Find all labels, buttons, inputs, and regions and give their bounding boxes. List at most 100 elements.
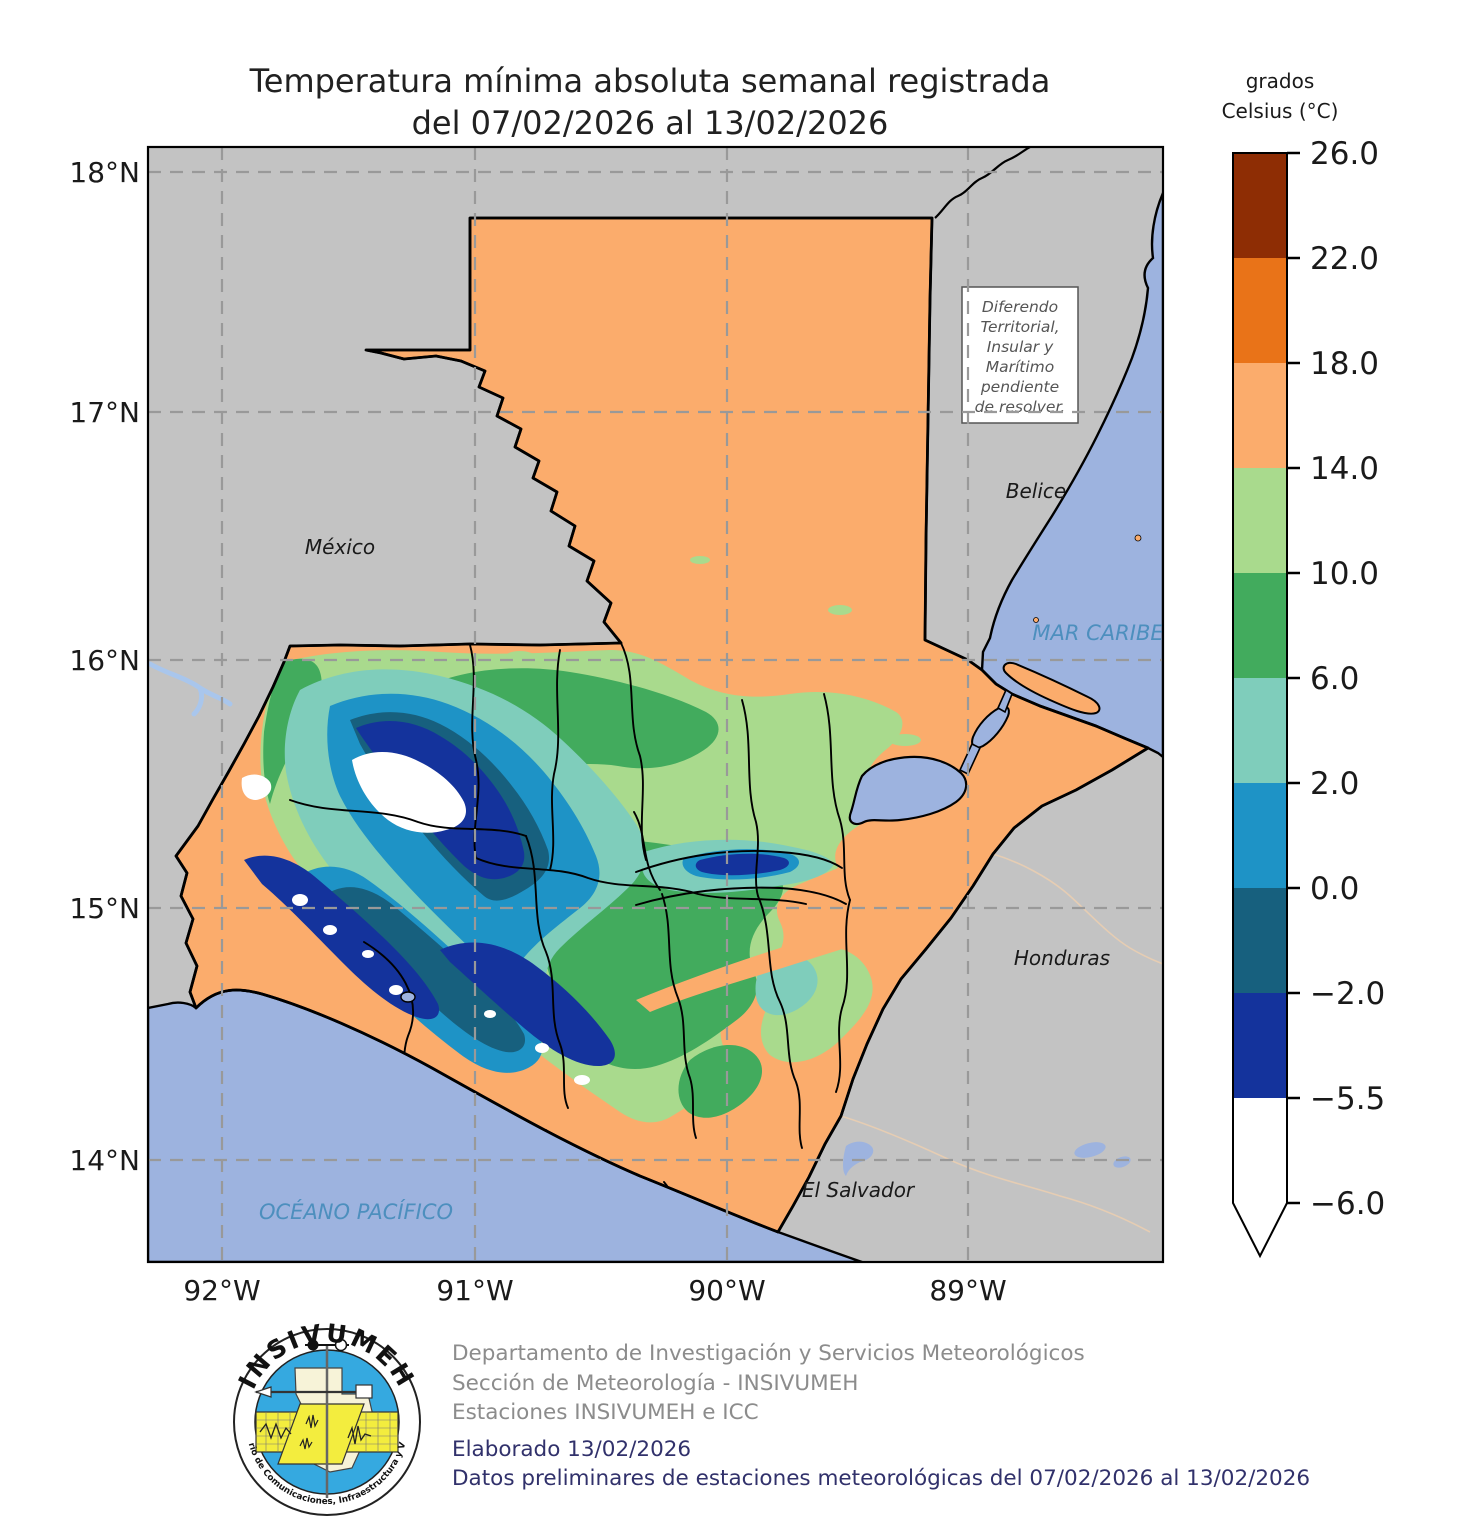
terrain-navy-central-volcanoes <box>440 942 615 1066</box>
terrain-white-speck-6 <box>484 1010 496 1018</box>
terrain-green-southeast-tongue <box>678 1045 763 1118</box>
label-oceano-pacifico: OCÉANO PACÍFICO <box>259 1199 453 1224</box>
map-frame <box>146 145 1165 1264</box>
colorbar-outline <box>1232 152 1288 1259</box>
manabique-peninsula <box>1002 661 1101 715</box>
colorbar-seg-14-18 <box>1233 363 1287 468</box>
terrain-lightgreen-speck-2 <box>690 556 710 564</box>
dispute-line-4: Marítimo <box>986 358 1055 376</box>
ytick-16n: 16°N <box>69 644 140 677</box>
dispute-line-1: Diferendo <box>982 298 1058 316</box>
el-salvador-honduras-faint-border <box>840 1115 1151 1233</box>
colorbar-seg-m6-m55 <box>1233 1098 1287 1203</box>
terrain-white-patch-west <box>241 774 272 800</box>
cbtick-14: 14.0 <box>1310 451 1379 487</box>
ytick-17n: 17°N <box>69 396 140 429</box>
xtick-91w: 91°W <box>436 1274 513 1307</box>
terrain-lightgreen-speck-4 <box>889 734 921 746</box>
honduras-faint-border <box>992 853 1163 965</box>
label-mar-caribe: MAR CARIBE <box>1032 621 1164 645</box>
dispute-line-2: Territorial, <box>980 318 1059 336</box>
cbtick-10: 10.0 <box>1310 556 1379 592</box>
islet-1 <box>1134 534 1142 542</box>
terrain-navy-minas-streak <box>695 853 789 876</box>
lake-atitlan <box>400 991 416 1003</box>
cbtick-m55: −5.5 <box>1310 1081 1385 1117</box>
ytick-14n: 14°N <box>69 1144 140 1177</box>
ytick-18n: 18°N <box>69 156 140 189</box>
colorbar-seg-m2-0 <box>1233 888 1287 993</box>
cbtick-2: 2.0 <box>1310 766 1359 802</box>
dispute-line-3: Insular y <box>987 338 1054 356</box>
figure-title-line2: del 07/02/2026 al 13/02/2026 <box>412 104 889 142</box>
xtick-89w: 89°W <box>929 1274 1006 1307</box>
terrain-white-speck-1 <box>395 786 413 798</box>
temperature-raster <box>195 556 921 1232</box>
dispute-line-5: pendiente <box>980 378 1059 396</box>
colorbar-seg-6-10 <box>1233 573 1287 678</box>
logo-seismogram-center-1 <box>305 1414 319 1429</box>
cbtick-26: 26.0 <box>1310 136 1379 172</box>
colorbar-seg-2-6 <box>1233 678 1287 783</box>
cbtick-22: 22.0 <box>1310 241 1379 277</box>
footer-datos-preliminares: Datos preliminares de estaciones meteoro… <box>452 1466 1310 1491</box>
colorbar-extend-arrow <box>1233 1203 1287 1256</box>
xtick-90w: 90°W <box>688 1274 765 1307</box>
label-mexico: México <box>305 535 375 559</box>
logo-seismogram-left <box>259 1422 292 1440</box>
mexico-belize-border <box>934 147 1031 219</box>
colorbar-seg-0-2 <box>1233 783 1287 888</box>
terrain-white-speck-4 <box>362 950 374 958</box>
logo-anemometer-cup-right <box>334 1338 348 1352</box>
caribbean-sea <box>980 192 1163 759</box>
colorbar-tick-marks <box>1287 151 1300 1205</box>
logo-band-skew <box>277 1403 365 1465</box>
terrain-darkblue-volcano-outer <box>330 887 526 1053</box>
guatemala-border <box>174 216 1150 1234</box>
lake-izabal <box>848 755 968 826</box>
footer-stations-line: Estaciones INSIVUMEH e ICC <box>452 1400 759 1425</box>
logo-vane-arrowhead <box>254 1386 272 1398</box>
map-canvas: Diferendo Territorial, Insular y Marítim… <box>148 147 1164 1262</box>
colorbar-seg-18-22 <box>1233 258 1287 363</box>
footer-department-line: Departamento de Investigación y Servicio… <box>452 1341 1085 1366</box>
terrain-white-speck-8 <box>574 1075 590 1085</box>
terrain-navy-southwest-volcanoes <box>244 855 440 1020</box>
figure-title-line1: Temperatura mínima absoluta semanal regi… <box>249 62 1051 100</box>
footer-section-line: Sección de Meteorología - INSIVUMEH <box>452 1371 858 1396</box>
terrain-lightgreen-speck-3 <box>828 605 852 615</box>
colorbar-seg-22-26 <box>1233 153 1287 258</box>
label-belice: Belice <box>1006 479 1066 503</box>
colorbar-seg-m55-m2 <box>1233 993 1287 1098</box>
footer-elaborado: Elaborado 13/02/2026 <box>452 1437 691 1462</box>
colorbar-title-line2: Celsius (°C) <box>1222 99 1339 123</box>
cbtick-18: 18.0 <box>1310 346 1379 382</box>
terrain-white-speck-2 <box>292 894 308 906</box>
logo-seismogram-right <box>347 1425 372 1445</box>
terrain-white-speck-5 <box>389 985 403 995</box>
colorbar-title-line1: grados <box>1246 69 1315 93</box>
logo-anemometer-cup-left <box>307 1339 319 1351</box>
label-el-salvador: El Salvador <box>802 1178 916 1202</box>
cbtick-6: 6.0 <box>1310 661 1359 697</box>
cbtick-0: 0.0 <box>1310 871 1359 907</box>
xtick-92w: 92°W <box>183 1274 260 1307</box>
islet-2 <box>1033 617 1039 623</box>
rio-dulce-upper <box>996 688 1013 714</box>
terrain-white-speck-7 <box>535 1043 549 1053</box>
cbtick-m2: −2.0 <box>1310 976 1385 1012</box>
lake-guija <box>843 1141 874 1176</box>
graticule <box>148 147 1163 1262</box>
colorbar: 26.0 22.0 18.0 14.0 10.0 6.0 2.0 0.0 −2.… <box>1232 136 1385 1259</box>
logo-vane-tail <box>355 1384 373 1399</box>
cbtick-m6: −6.0 <box>1310 1186 1385 1222</box>
colorbar-seg-10-14 <box>1233 468 1287 573</box>
dispute-line-6: de resolver. <box>975 398 1066 416</box>
terrain-lightgreen-speck-1 <box>506 651 534 661</box>
ytick-15n: 15°N <box>69 892 140 925</box>
logo-seismogram-center-2 <box>299 1437 313 1450</box>
territorial-dispute-box <box>961 286 1079 424</box>
honduras-lake-1 <box>1074 1142 1106 1158</box>
